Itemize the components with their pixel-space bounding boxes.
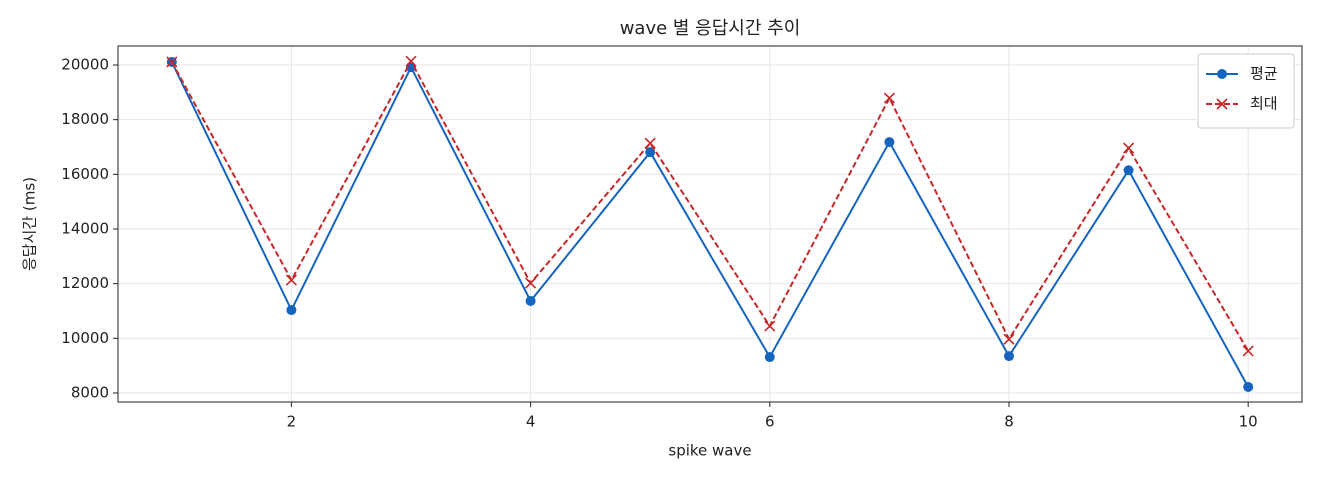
y-tick-label: 12000 (61, 274, 109, 292)
y-tick-label: 18000 (61, 110, 109, 128)
marker (285, 274, 297, 286)
marker (1123, 165, 1134, 176)
y-tick-label: 8000 (71, 383, 109, 401)
y-tick-label: 16000 (61, 165, 109, 183)
marker (884, 137, 895, 148)
x-tick-label: 8 (1004, 413, 1014, 431)
series-line (170, 59, 1250, 352)
x-tick-label: 6 (765, 413, 775, 431)
marker (764, 320, 776, 332)
x-tick-label: 2 (287, 413, 297, 431)
marker (883, 92, 895, 104)
marker (644, 137, 656, 149)
marker (645, 147, 656, 158)
legend-marker (1216, 98, 1228, 110)
marker (1123, 142, 1135, 154)
marker (286, 305, 297, 316)
chart-title: wave 별 응답시간 추이 (620, 18, 801, 39)
marker (525, 296, 536, 307)
x-tick-label: 10 (1239, 413, 1258, 431)
legend-label: 평균 (1250, 65, 1278, 83)
marker (166, 56, 178, 68)
marker (764, 352, 775, 363)
marker (1243, 381, 1254, 392)
series-line (170, 61, 1250, 388)
y-tick-label: 10000 (61, 329, 109, 347)
marker (525, 277, 537, 289)
marker (1003, 333, 1015, 345)
legend-marker (1217, 69, 1227, 79)
legend-box (1197, 53, 1295, 129)
legend-label: 최대 (1250, 95, 1278, 113)
x-tick-label: 4 (526, 413, 536, 431)
y-tick-label: 14000 (61, 219, 109, 237)
y-axis-label: 응답시간 (ms) (21, 177, 39, 271)
marker (405, 55, 417, 67)
marker (1242, 345, 1254, 357)
y-tick-label: 20000 (61, 55, 109, 73)
x-axis-label: spike wave (668, 442, 751, 460)
plot-frame (117, 45, 1303, 403)
marker (1003, 351, 1014, 362)
